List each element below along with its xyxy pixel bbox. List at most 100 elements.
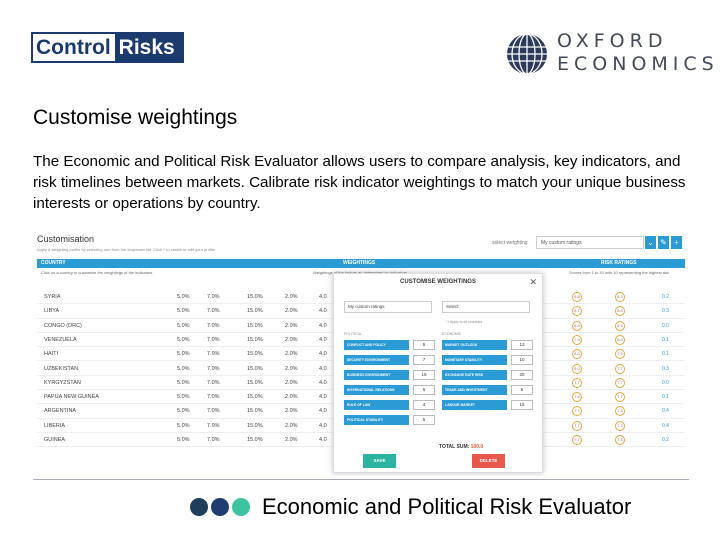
total-sum-label: TOTAL SUM:: [439, 444, 470, 450]
app-title: Customisation: [37, 234, 95, 244]
weight-cell: 7.0%: [207, 394, 220, 401]
weight-cell: 7.0%: [207, 308, 220, 315]
section-political: POLITICAL: [344, 332, 362, 336]
risk-rating-badge: 7.7: [572, 420, 582, 431]
weight-label: INTERNATIONAL RELATIONS: [344, 385, 409, 395]
risk-rating-badge: 8.4: [615, 306, 625, 317]
weight-cell: 15.0%: [247, 379, 263, 386]
weight-cell: 4.0: [319, 422, 327, 429]
weight-label: BUSINESS ENVIRONMENT: [344, 370, 409, 380]
weight-cell: 15.0%: [247, 294, 263, 300]
weight-input[interactable]: 20: [511, 370, 533, 380]
weight-cell: 2.0%: [285, 365, 298, 372]
oxford-economics-wordmark: OXFORD ECONOMICS: [557, 30, 719, 76]
weight-label-text: TRADE AND INVESTMENT: [445, 388, 488, 392]
rating-change: 0.3: [662, 308, 669, 315]
apply-all-checkbox[interactable]: ☐ Apply to all countries: [446, 320, 483, 324]
risk-rating-badge: 7.7: [615, 377, 625, 388]
risk-rating-badge: 7.9: [572, 334, 582, 345]
dropdown-button[interactable]: ⌄: [645, 236, 656, 249]
profile-name-input[interactable]: My custom ratings: [344, 301, 432, 313]
total-sum-value: 100.0: [470, 444, 484, 450]
preset-select[interactable]: Select: [442, 301, 530, 313]
risk-rating-badge: 7.7: [615, 392, 625, 403]
risk-rating-badge: 7.7: [572, 406, 582, 417]
weight-cell: 4.0: [319, 437, 327, 443]
weight-input[interactable]: 12: [511, 340, 533, 350]
rating-change: 0.4: [662, 422, 669, 429]
weight-input[interactable]: 15: [413, 370, 435, 380]
weight-cell: 5.0%: [177, 351, 190, 358]
risk-rating-badge: 7.7: [615, 363, 625, 374]
risk-rating-badge: 8.4: [615, 320, 625, 331]
add-button[interactable]: +: [671, 236, 682, 249]
weight-label-text: INTERNATIONAL RELATIONS: [347, 388, 395, 392]
weight-cell: 7.0%: [207, 422, 220, 429]
weight-cell: 15.0%: [247, 394, 263, 401]
risk-rating-badge: 7.5: [615, 435, 625, 445]
weight-input[interactable]: 5: [511, 385, 533, 395]
weight-input[interactable]: 5: [413, 340, 435, 350]
weight-cell: 4.0: [319, 394, 327, 401]
weight-input[interactable]: 15: [511, 400, 533, 410]
risk-rating-badge: 7.7: [572, 435, 582, 445]
country-name: GUINEA: [44, 437, 66, 443]
weighting-label: select weighting: [492, 240, 528, 246]
close-icon[interactable]: ✕: [529, 277, 537, 287]
app-screenshot: Customisation Apply a weighting profile …: [33, 230, 689, 476]
weight-input[interactable]: 4: [413, 400, 435, 410]
weight-cell: 5.0%: [177, 336, 190, 343]
weight-cell: 2.0%: [285, 336, 298, 343]
weight-input[interactable]: 5: [413, 385, 435, 395]
weight-input[interactable]: 10: [511, 355, 533, 365]
weight-label: CONFLICT AND POLICY: [344, 340, 409, 350]
save-button[interactable]: SAVE: [363, 454, 396, 468]
rating-change: 0.2: [662, 437, 669, 443]
weight-cell: 15.0%: [247, 322, 263, 329]
weight-label: EXCHANGE RATE RISK: [442, 370, 507, 380]
rating-change: 0.1: [662, 336, 669, 343]
risk-rating-badge: 8.4: [572, 320, 582, 331]
weight-input[interactable]: 5: [413, 415, 435, 425]
weight-cell: 7.0%: [207, 437, 220, 443]
rating-change: 0.0: [662, 322, 669, 329]
logo-word-control: Control: [33, 34, 115, 61]
risk-rating-badge: 8.0: [572, 349, 582, 360]
weight-input[interactable]: 7: [413, 355, 435, 365]
globe-icon: [507, 33, 547, 75]
subheader-country: Click on a country to customise the weig…: [41, 270, 153, 275]
weight-label-text: EXCHANGE RATE RISK: [445, 373, 484, 377]
weight-cell: 15.0%: [247, 437, 263, 443]
rating-change: 0.1: [662, 351, 669, 358]
weight-cell: 15.0%: [247, 408, 263, 415]
plus-icon: +: [674, 238, 679, 247]
weight-cell: 2.0%: [285, 379, 298, 386]
weight-cell: 4.0: [319, 322, 327, 329]
footer-dot: [190, 498, 208, 516]
edit-button[interactable]: ✎: [658, 236, 669, 249]
weight-label: MARKET OUTLOOK: [442, 340, 507, 350]
rating-change: 0.1: [662, 394, 669, 401]
weight-cell: 5.0%: [177, 422, 190, 429]
delete-button[interactable]: DELETE: [472, 454, 505, 468]
footer-dot: [211, 498, 229, 516]
table-header-bar: [37, 259, 685, 268]
weight-label: POLITICAL STABILITY: [344, 415, 409, 425]
footer-dot: [232, 498, 250, 516]
weight-cell: 4.0: [319, 408, 327, 415]
risk-rating-badge: 8.3: [615, 292, 625, 302]
footer-title: Economic and Political Risk Evaluator: [262, 494, 632, 519]
country-name: VENEZUELA: [44, 336, 77, 343]
subheader-risk-ratings: Scores from 1 to 10 with 10 representing…: [569, 270, 670, 275]
weight-cell: 7.0%: [207, 294, 220, 300]
weighting-select[interactable]: My custom ratings: [536, 236, 644, 249]
footer-dots: [190, 498, 250, 516]
country-name: CONGO (DRC): [44, 322, 82, 329]
weight-cell: 2.0%: [285, 394, 298, 401]
risk-rating-badge: 7.8: [572, 392, 582, 403]
header-risk-ratings: RISK RATINGS: [601, 260, 637, 266]
risk-rating-badge: 7.7: [572, 377, 582, 388]
weight-cell: 5.0%: [177, 365, 190, 372]
logo-word-oxford: OXFORD: [557, 30, 668, 52]
weight-cell: 5.0%: [177, 294, 190, 300]
